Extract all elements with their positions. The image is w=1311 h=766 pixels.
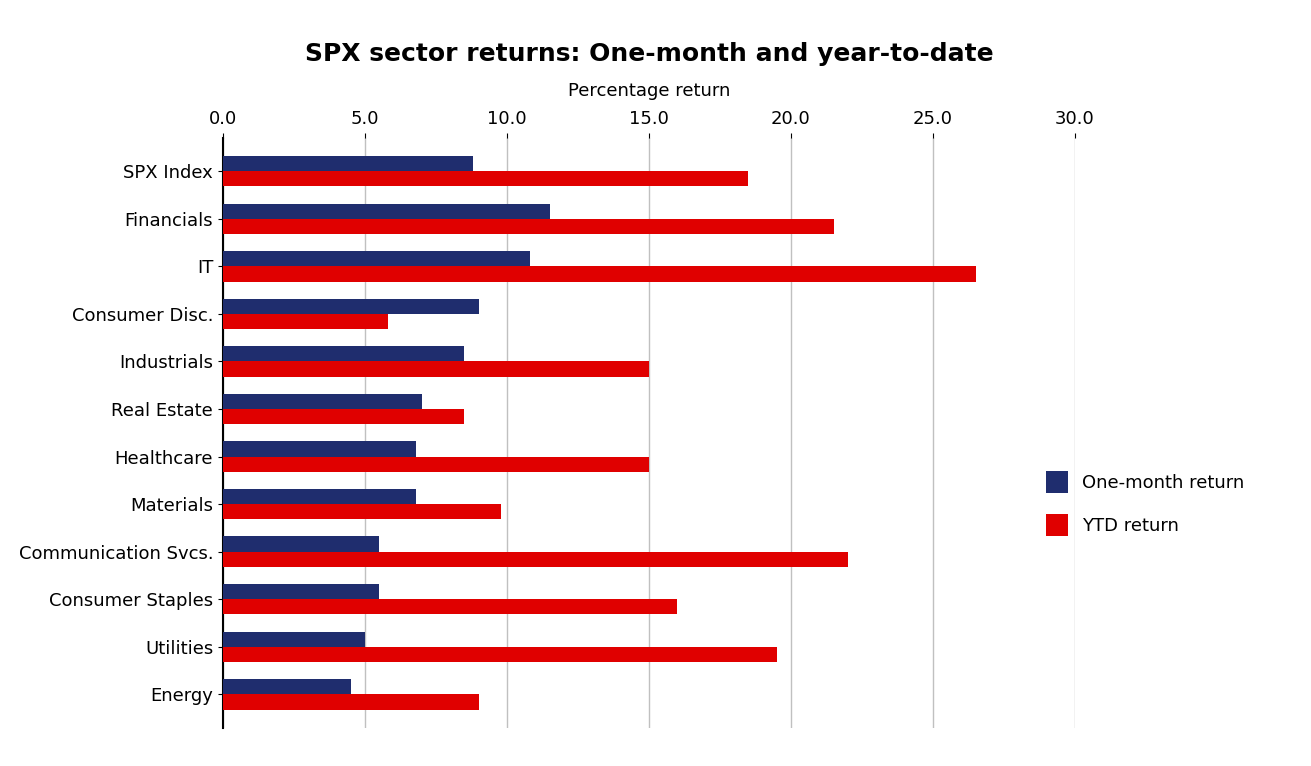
Bar bbox=[223, 647, 776, 662]
X-axis label: Percentage return: Percentage return bbox=[568, 82, 730, 100]
Bar bbox=[223, 489, 416, 504]
Bar bbox=[223, 251, 530, 267]
Title: SPX sector returns: One-month and year-to-date: SPX sector returns: One-month and year-t… bbox=[304, 42, 994, 67]
Bar bbox=[223, 632, 364, 647]
Bar bbox=[223, 156, 473, 171]
Bar bbox=[223, 204, 549, 219]
Bar bbox=[223, 314, 388, 329]
Bar bbox=[223, 219, 834, 234]
Bar bbox=[223, 409, 464, 424]
Bar bbox=[223, 695, 479, 709]
Bar bbox=[223, 679, 351, 695]
Bar bbox=[223, 267, 975, 282]
Bar bbox=[223, 394, 422, 409]
Bar bbox=[223, 552, 848, 567]
Bar bbox=[223, 346, 464, 362]
Bar bbox=[223, 599, 678, 614]
Bar bbox=[223, 299, 479, 314]
Legend: One-month return, YTD return: One-month return, YTD return bbox=[1037, 462, 1253, 545]
Bar bbox=[223, 457, 649, 472]
Bar bbox=[223, 584, 379, 599]
Bar bbox=[223, 362, 649, 377]
Bar bbox=[223, 171, 749, 186]
Bar bbox=[223, 504, 501, 519]
Bar bbox=[223, 536, 379, 552]
Bar bbox=[223, 441, 416, 457]
